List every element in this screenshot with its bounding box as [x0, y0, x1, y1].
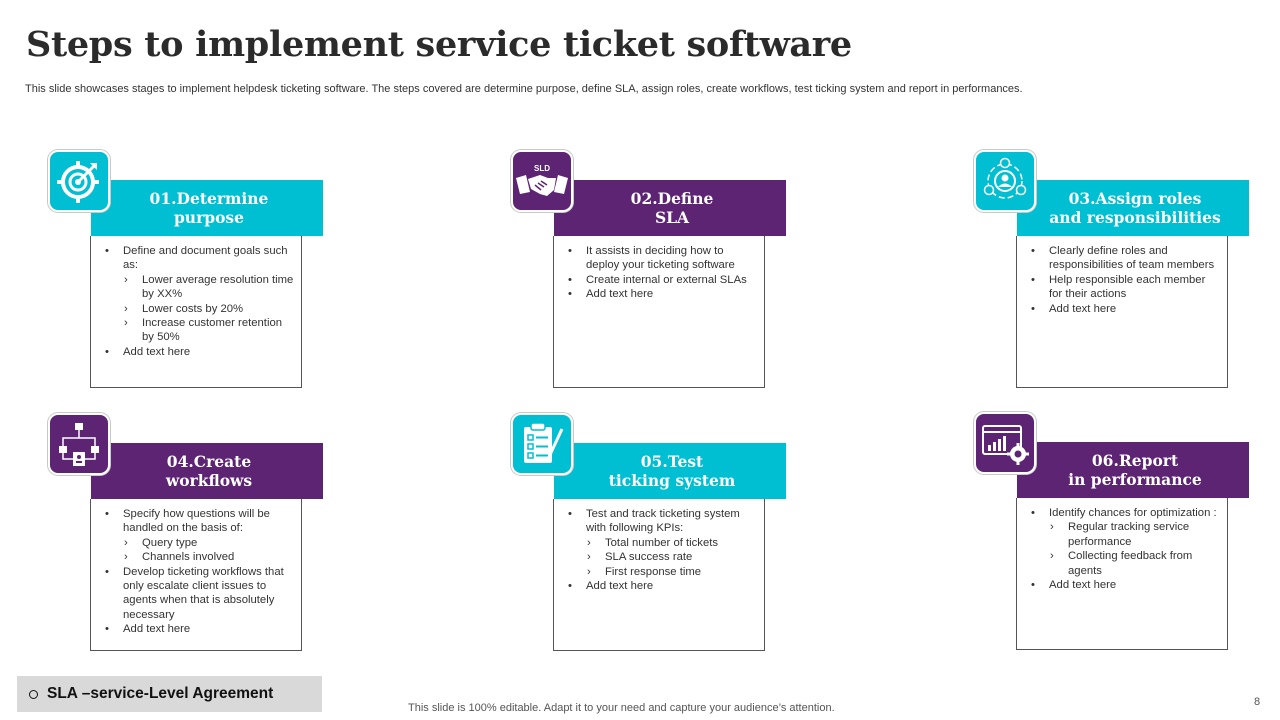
sub-item: Channels involved	[124, 550, 295, 565]
item-text: Identify chances for optimization :	[1049, 507, 1217, 519]
step-card-3: 03.Assign roles and responsibilities Cle…	[974, 150, 1250, 390]
step-body-6: Identify chances for optimization : Regu…	[1016, 498, 1228, 650]
circle-bullet-icon	[29, 689, 38, 699]
sub-item: Query type	[124, 536, 295, 551]
sub-list: Total number of tickets SLA success rate…	[586, 536, 758, 580]
list-item: Add text here	[568, 287, 758, 302]
step-heading-5: 05.Test ticking system	[554, 443, 786, 499]
list-item: Create internal or external SLAs	[568, 273, 758, 288]
sub-item: Increase customer retention by 50%	[124, 316, 295, 345]
step-heading-6: 06.Report in performance	[1017, 442, 1249, 498]
list-item: Clearly define roles and responsibilitie…	[1031, 244, 1221, 273]
step-heading-line: workflows	[165, 471, 253, 490]
target-icon	[48, 150, 110, 212]
step-list: Test and track ticketing system with fol…	[554, 499, 764, 594]
step-heading-line: purpose	[173, 208, 245, 227]
footer-note: This slide is 100% editable. Adapt it to…	[408, 702, 835, 714]
list-item: Add text here	[568, 579, 758, 594]
sub-list: Regular tracking service performance Col…	[1049, 520, 1221, 578]
sub-list: Query type Channels involved	[123, 536, 295, 565]
step-card-1: 01.Determine purpose Define and document…	[48, 150, 324, 390]
step-body-2: It assists in deciding how to deploy you…	[553, 236, 765, 388]
step-heading-line: 03.Assign roles	[1068, 189, 1202, 208]
step-heading-line: 06.Report	[1091, 451, 1179, 470]
workflow-icon	[48, 413, 110, 475]
step-heading-line: ticking system	[608, 471, 736, 490]
sub-item: Collecting feedback from agents	[1050, 549, 1221, 578]
step-list: It assists in deciding how to deploy you…	[554, 236, 764, 302]
step-list: Clearly define roles and responsibilitie…	[1017, 236, 1227, 316]
list-item: Add text here	[105, 345, 295, 360]
item-text: Test and track ticketing system with fol…	[586, 508, 740, 535]
step-list: Specify how questions will be handled on…	[91, 499, 301, 637]
step-body-5: Test and track ticketing system with fol…	[553, 499, 765, 651]
step-heading-line: 01.Determine	[149, 189, 269, 208]
list-item: Add text here	[1031, 302, 1221, 317]
list-item: Define and document goals such as: Lower…	[105, 244, 295, 345]
step-body-3: Clearly define roles and responsibilitie…	[1016, 236, 1228, 388]
step-list: Identify chances for optimization : Regu…	[1017, 498, 1227, 593]
page-number: 8	[1254, 696, 1261, 708]
user-cycle-icon	[974, 150, 1036, 212]
sub-item: First response time	[587, 565, 758, 580]
step-heading-line: SLA	[654, 208, 690, 227]
sub-item: Regular tracking service performance	[1050, 520, 1221, 549]
sub-item: SLA success rate	[587, 550, 758, 565]
step-card-6: 06.Report in performance Identify chance…	[974, 412, 1250, 652]
step-heading-line: 05.Test	[640, 452, 704, 471]
step-heading-1: 01.Determine purpose	[91, 180, 323, 236]
step-card-2: 02.Define SLA It assists in deciding how…	[511, 150, 787, 390]
list-item: Add text here	[105, 622, 295, 637]
list-item: Specify how questions will be handled on…	[105, 507, 295, 565]
step-heading-4: 04.Create workflows	[91, 443, 323, 499]
step-card-4: 04.Create workflows Specify how question…	[48, 413, 324, 653]
step-body-4: Specify how questions will be handled on…	[90, 499, 302, 651]
step-list: Define and document goals such as: Lower…	[91, 236, 301, 360]
list-item: Develop ticketing workflows that only es…	[105, 565, 295, 623]
step-heading-line: 04.Create	[166, 452, 252, 471]
step-heading-line: 02.Define	[630, 189, 714, 208]
page-title: Steps to implement service ticket softwa…	[26, 24, 852, 65]
list-item: Add text here	[1031, 578, 1221, 593]
step-body-1: Define and document goals such as: Lower…	[90, 236, 302, 388]
page-subtitle: This slide showcases stages to implement…	[25, 83, 1023, 95]
sla-note-text: SLA –service-Level Agreement	[47, 685, 274, 702]
list-item: It assists in deciding how to deploy you…	[568, 244, 758, 273]
handshake-icon: SLD	[511, 150, 573, 212]
sub-item: Lower costs by 20%	[124, 302, 295, 317]
step-heading-3: 03.Assign roles and responsibilities	[1017, 180, 1249, 236]
icon-label: SLD	[534, 164, 550, 173]
step-heading-line: and responsibilities	[1049, 208, 1221, 227]
sub-item: Lower average resolution time by XX%	[124, 273, 295, 302]
list-item: Identify chances for optimization : Regu…	[1031, 506, 1221, 578]
sub-list: Lower average resolution time by XX% Low…	[123, 273, 295, 345]
item-text: Specify how questions will be handled on…	[123, 508, 270, 535]
step-card-5: 05.Test ticking system Test and track ti…	[511, 413, 787, 653]
list-item: Test and track ticketing system with fol…	[568, 507, 758, 580]
sla-note: SLA –service-Level Agreement	[17, 676, 322, 712]
list-item: Help responsible each member for their a…	[1031, 273, 1221, 302]
sub-item: Total number of tickets	[587, 536, 758, 551]
clipboard-checklist-icon	[511, 413, 573, 475]
item-text: Add text here	[123, 345, 191, 358]
item-text: Define and document goals such as:	[123, 245, 288, 272]
report-gear-icon	[974, 412, 1036, 474]
step-heading-2: 02.Define SLA	[554, 180, 786, 236]
step-heading-line: in performance	[1068, 470, 1202, 489]
